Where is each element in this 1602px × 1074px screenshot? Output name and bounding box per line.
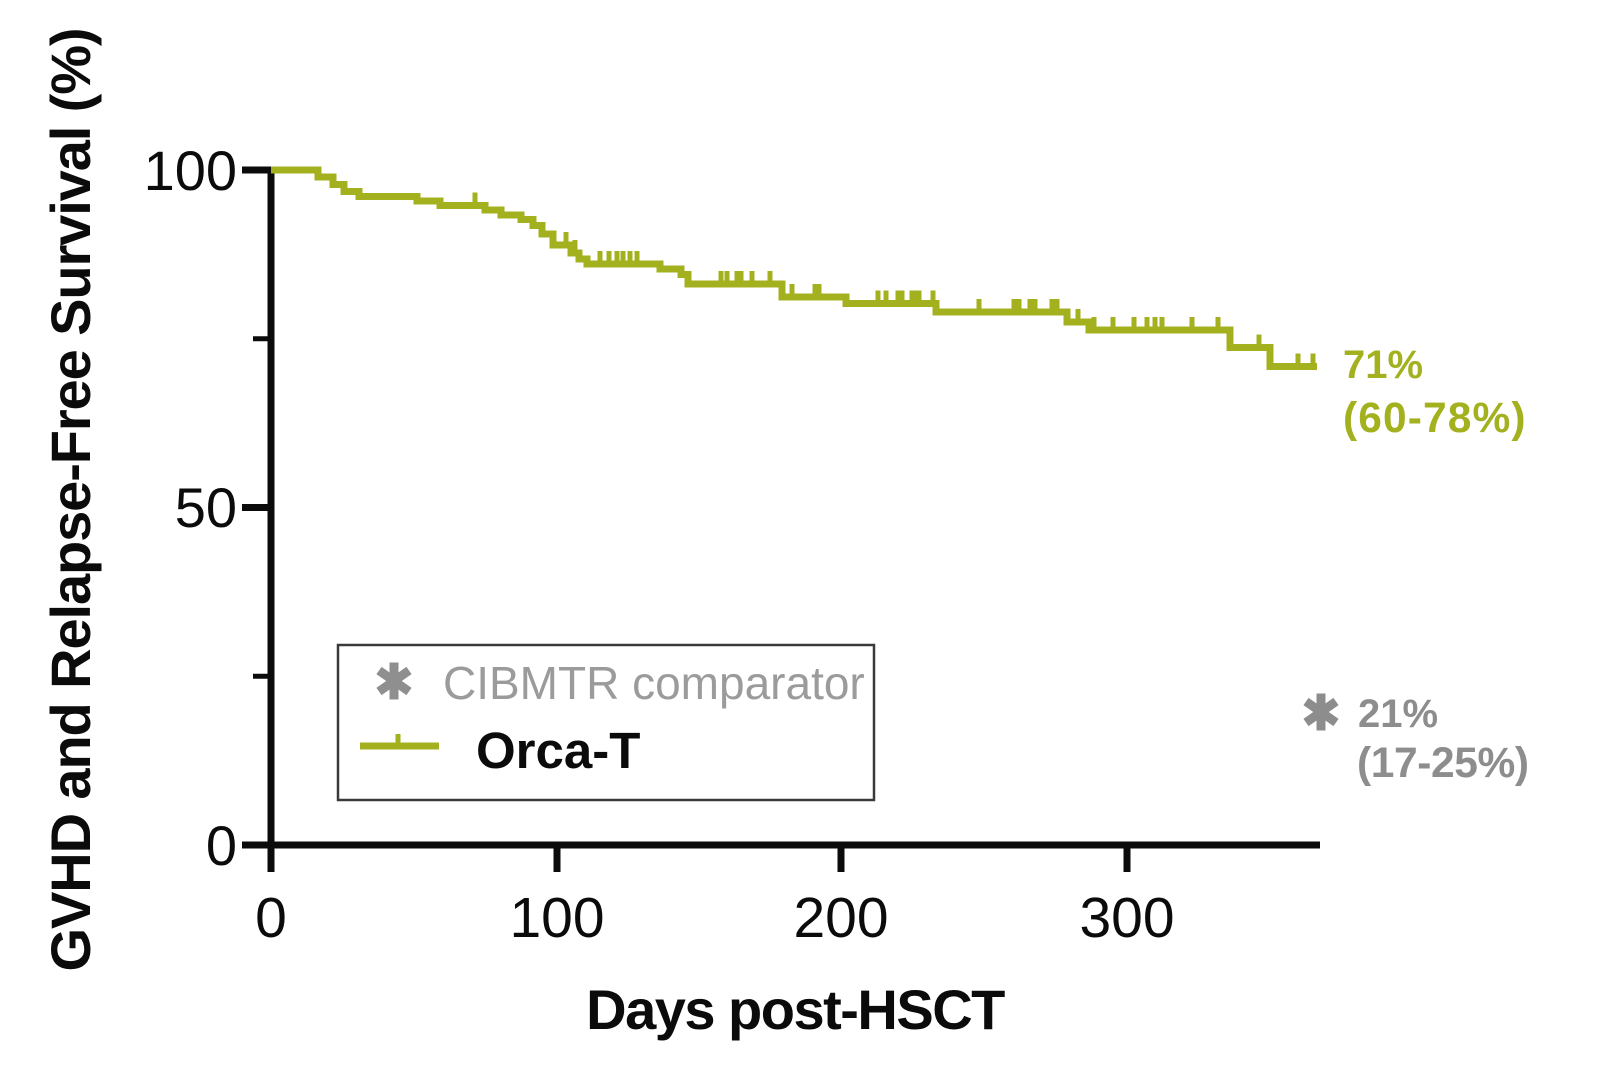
svg-text:100: 100 [144, 139, 237, 202]
svg-text:0: 0 [255, 886, 287, 950]
svg-text:CIBMTR comparator: CIBMTR comparator [443, 657, 865, 709]
svg-text:300: 300 [1079, 886, 1174, 950]
svg-text:50: 50 [175, 476, 237, 539]
svg-text:100: 100 [509, 886, 604, 950]
svg-text:GVHD and Relapse-Free Survival: GVHD and Relapse-Free Survival (%) [39, 29, 102, 972]
svg-text:Days post-HSCT: Days post-HSCT [586, 978, 1005, 1041]
svg-text:(17-25%): (17-25%) [1357, 740, 1529, 787]
svg-text:200: 200 [793, 886, 888, 950]
svg-text:0: 0 [206, 814, 237, 877]
svg-text:21%: 21% [1358, 692, 1438, 736]
svg-text:71%: 71% [1343, 343, 1423, 387]
svg-text:(60-78%): (60-78%) [1343, 395, 1527, 442]
svg-text:Orca-T: Orca-T [476, 722, 640, 779]
